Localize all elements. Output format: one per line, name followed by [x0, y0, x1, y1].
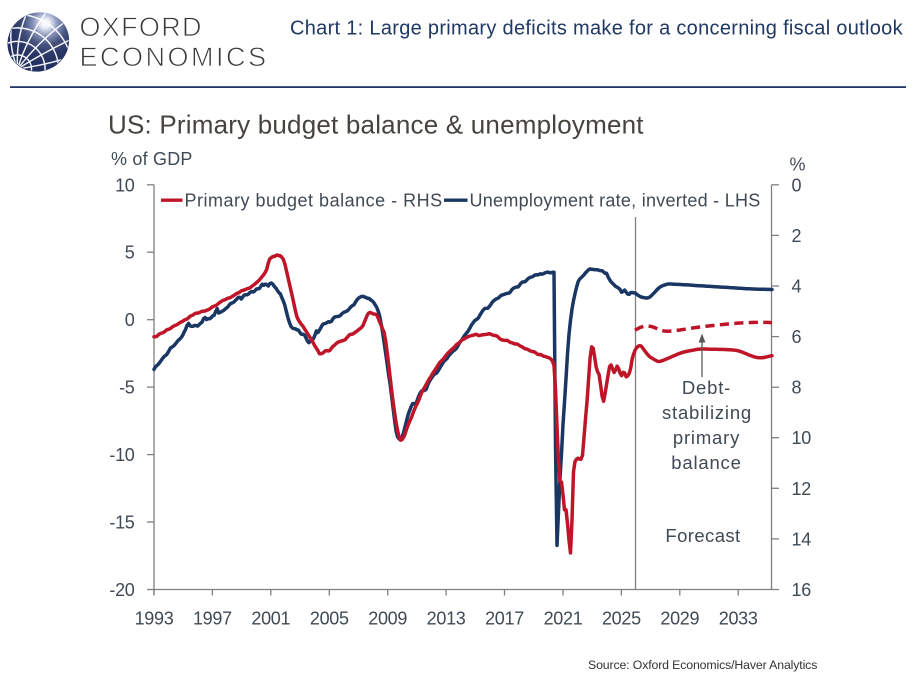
svg-text:ECONOMICS: ECONOMICS — [80, 42, 269, 72]
svg-text:Primary budget balance - RHS: Primary budget balance - RHS — [185, 191, 443, 211]
svg-text:8: 8 — [792, 378, 802, 398]
svg-text:10: 10 — [792, 428, 812, 448]
svg-text:16: 16 — [792, 580, 812, 600]
svg-text:-10: -10 — [109, 445, 134, 465]
svg-text:2025: 2025 — [602, 609, 641, 629]
svg-text:2029: 2029 — [660, 609, 699, 629]
svg-text:%: % — [790, 155, 806, 175]
svg-text:primary: primary — [673, 427, 740, 448]
svg-text:10: 10 — [115, 175, 135, 195]
svg-text:0: 0 — [792, 175, 802, 195]
svg-text:2013: 2013 — [427, 609, 466, 629]
svg-text:Forecast: Forecast — [665, 525, 740, 546]
svg-text:OXFORD: OXFORD — [80, 12, 203, 42]
svg-text:2033: 2033 — [719, 609, 758, 629]
svg-text:1993: 1993 — [135, 609, 174, 629]
svg-text:2021: 2021 — [544, 609, 583, 629]
svg-text:-15: -15 — [109, 513, 134, 533]
svg-text:US: Primary budget balance & u: US: Primary budget balance & unemploymen… — [108, 110, 644, 140]
svg-text:0: 0 — [125, 310, 135, 330]
svg-text:-20: -20 — [109, 580, 134, 600]
svg-text:2009: 2009 — [368, 609, 407, 629]
svg-text:% of GDP: % of GDP — [111, 149, 193, 169]
svg-text:Chart 1: Large primary deficit: Chart 1: Large primary deficits make for… — [290, 18, 904, 40]
svg-text:2017: 2017 — [485, 609, 524, 629]
svg-text:balance: balance — [671, 452, 741, 473]
svg-text:2: 2 — [792, 226, 802, 246]
svg-text:-5: -5 — [119, 378, 135, 398]
svg-text:2005: 2005 — [310, 609, 349, 629]
svg-text:6: 6 — [792, 327, 802, 347]
svg-text:stabilizing: stabilizing — [662, 402, 752, 423]
svg-text:14: 14 — [792, 529, 812, 549]
svg-text:Unemployment rate, inverted -: Unemployment rate, inverted - LHS — [470, 191, 761, 211]
svg-text:1997: 1997 — [193, 609, 232, 629]
svg-text:12: 12 — [792, 479, 812, 499]
svg-text:Debt-: Debt- — [682, 377, 731, 398]
svg-text:2001: 2001 — [251, 609, 290, 629]
svg-text:5: 5 — [125, 243, 135, 263]
svg-text:4: 4 — [792, 277, 802, 297]
svg-text:Source: Oxford Economics/Haver: Source: Oxford Economics/Haver Analytics — [588, 658, 817, 672]
